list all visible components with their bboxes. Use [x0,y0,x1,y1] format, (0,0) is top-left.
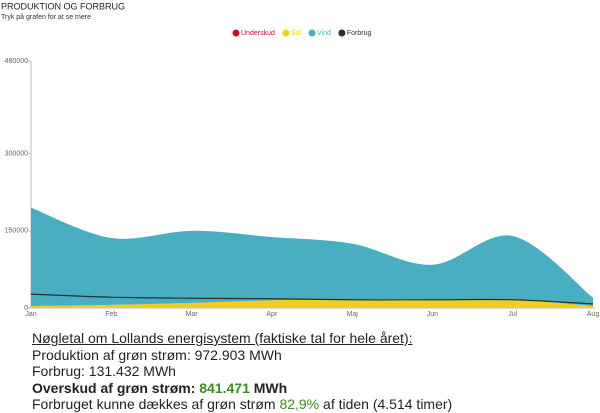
legend-label: Forbrug [347,30,372,37]
coverage-post: af tiden (4.514 timer) [323,396,453,412]
y-tick-label: 480000 [5,58,28,65]
stats-surplus: Overskud af grøn strøm: 841.471 MWh [32,380,452,397]
chart-subtitle: Tryk på grafen for at se mere [1,13,91,21]
legend-marker [338,29,346,37]
legend-marker [282,29,290,37]
surplus-label: Overskud af grøn strøm: [32,379,196,396]
chart: PRODUKTION OG FORBRUG Tryk på grafen for… [1,1,600,318]
x-tick-label: Feb [105,311,117,318]
y-tick-label: 300000 [5,150,28,157]
x-tick-label: Jun [427,311,438,318]
surplus-unit: MWh [253,379,288,396]
stats-heading: Nøgletal om Lollands energisystem (fakti… [32,330,413,346]
x-tick-label: Jul [508,311,517,318]
area-1 [31,299,593,308]
stats-consumption: Forbrug: 131.432 MWh [32,363,176,379]
x-tick-label: Maj [347,311,359,318]
x-tick-label: Apr [266,311,278,318]
stats-production: Produktion af grøn strøm: 972.903 MWh [32,346,282,363]
legend-label: Sol [291,30,302,37]
legend-marker [308,29,316,37]
stats-coverage: Forbruget kunne dækkes af grøn strøm 82,… [32,396,452,413]
coverage-pre: Forbruget kunne dækkes af grøn strøm [32,396,276,412]
legend-marker [232,29,240,37]
surplus-value: 841.471 [199,379,250,396]
area-2 [31,207,593,306]
stats: Nøgletal om Lollands energisystem (fakti… [32,330,452,413]
x-tick-label: Jan [25,311,36,318]
coverage-value: 82,9% [279,396,320,412]
chart-title: PRODUKTION OG FORBRUG [1,1,125,11]
y-tick-label: 150000 [5,228,28,235]
line-3 [30,293,594,305]
x-tick-label: Aug [587,311,600,318]
y-tick-label: 0 [24,305,28,312]
legend-label: Underskud [241,30,275,37]
x-tick-label: Mar [186,311,199,318]
legend-label: Vind [317,30,331,37]
